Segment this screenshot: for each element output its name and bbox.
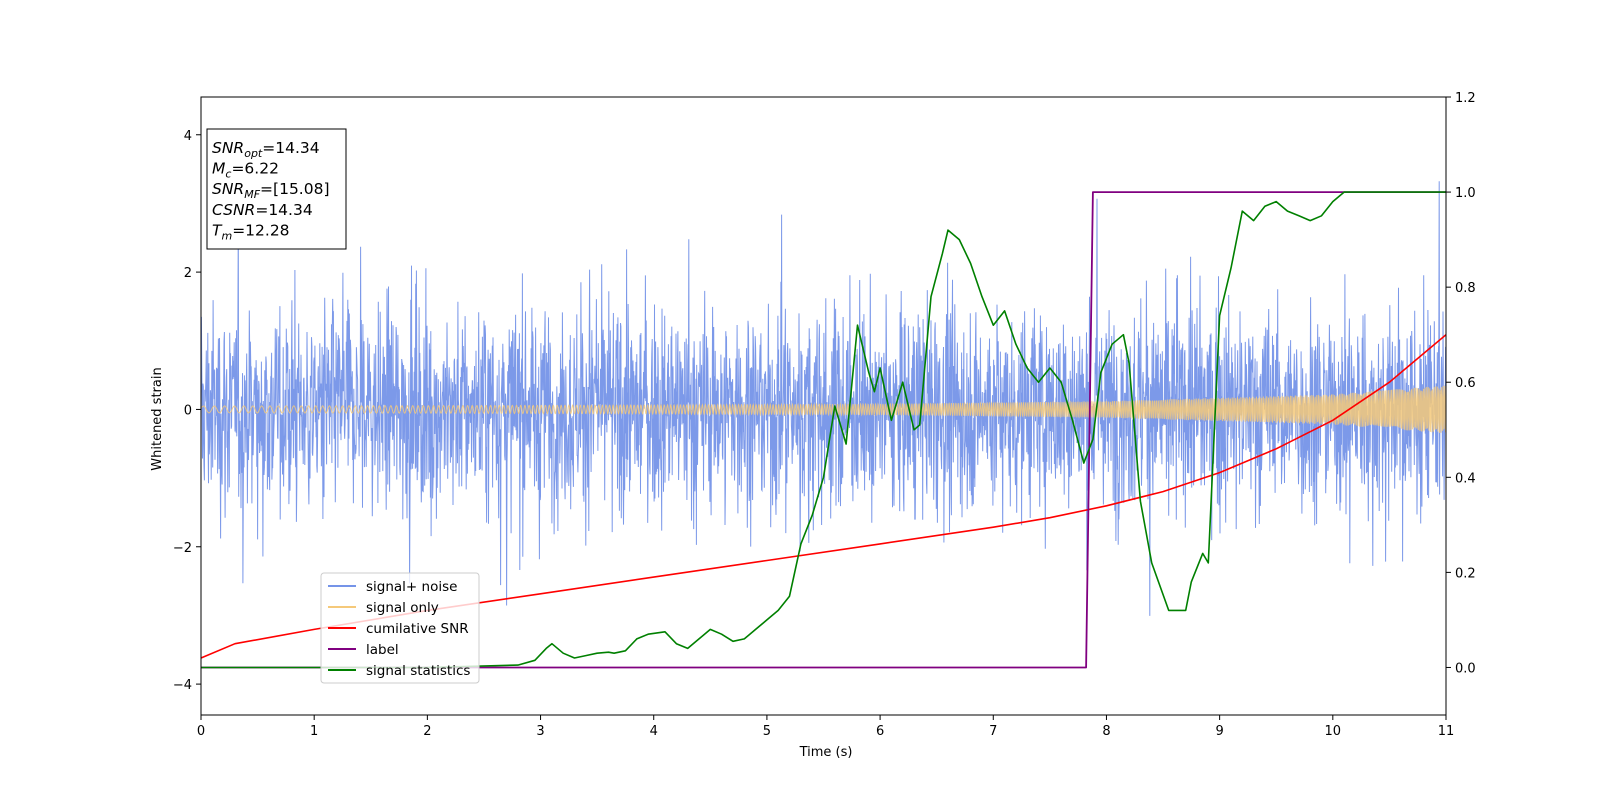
legend: signal+ noise signal only cumilative SNR la…: [320, 572, 480, 684]
y-tick-label-right: 1.0: [1455, 186, 1476, 201]
legend-entry: label: [366, 642, 399, 658]
stats-line: SNRopt=14.34: [212, 139, 320, 160]
stats-line: Tm=12.28: [212, 221, 290, 242]
series-line-signal-only: [201, 385, 1446, 433]
x-tick-label: 2: [423, 724, 431, 739]
series-line-label: [201, 191, 1446, 669]
y-tick-label-left: −2: [173, 541, 192, 556]
x-tick-label: 5: [763, 724, 771, 739]
stats-line: CSNR=14.34: [212, 201, 313, 219]
legend-frame: [320, 572, 480, 684]
legend-entry: signal+ noise: [366, 579, 457, 595]
y-tick-label-right: 1.2: [1455, 91, 1476, 106]
x-tick-label: 11: [1438, 724, 1455, 739]
y-tick-label-right: 0.0: [1455, 661, 1476, 676]
y-tick-label-right: 0.4: [1455, 471, 1476, 486]
x-tick-label: 7: [989, 724, 997, 739]
y-tick-label-right: 0.8: [1455, 281, 1476, 296]
stats-box: SNRopt=14.34Mc=6.22SNRMF=[15.08]CSNR=14.…: [206, 128, 347, 250]
y-axis-right: 0.0 0.2 0.4 0.6 0.8 1.0 1.2: [1446, 91, 1476, 676]
stats-line: SNRMF=[15.08]: [212, 180, 330, 201]
legend-entry: signal statistics: [366, 663, 470, 679]
y-tick-label-left: 2: [184, 266, 192, 281]
x-tick-label: 9: [1215, 724, 1223, 739]
stats-line: Mc=6.22: [212, 160, 279, 181]
y-tick-label-left: −4: [173, 678, 192, 693]
x-tick-label: 3: [536, 724, 544, 739]
y-axis-left: −4 −2 0 2 4: [173, 129, 201, 693]
x-tick-label: 4: [650, 724, 658, 739]
y-tick-label-left: 0: [184, 403, 192, 418]
legend-entry: signal only: [366, 600, 439, 616]
x-axis: 0 1 2 3 4 5 6 7 8 9 10 11: [197, 715, 1454, 739]
series-line-signal-statistics: [201, 191, 1446, 669]
y-tick-label-right: 0.6: [1455, 376, 1476, 391]
y-tick-label-right: 0.2: [1455, 566, 1476, 581]
series-line-signal-noise: [201, 181, 1446, 616]
x-tick-label: 10: [1325, 724, 1342, 739]
legend-entry: cumilative SNR: [366, 621, 469, 637]
stats-box-frame: [206, 128, 347, 250]
x-tick-label: 8: [1102, 724, 1110, 739]
x-tick-label: 0: [197, 724, 205, 739]
y-tick-label-left: 4: [184, 129, 192, 144]
x-tick-label: 6: [876, 724, 884, 739]
plot-frame: [200, 96, 1447, 716]
x-axis-label: Time (s): [799, 745, 853, 760]
y-axis-label: Whitened strain: [150, 367, 165, 470]
x-tick-label: 1: [310, 724, 318, 739]
